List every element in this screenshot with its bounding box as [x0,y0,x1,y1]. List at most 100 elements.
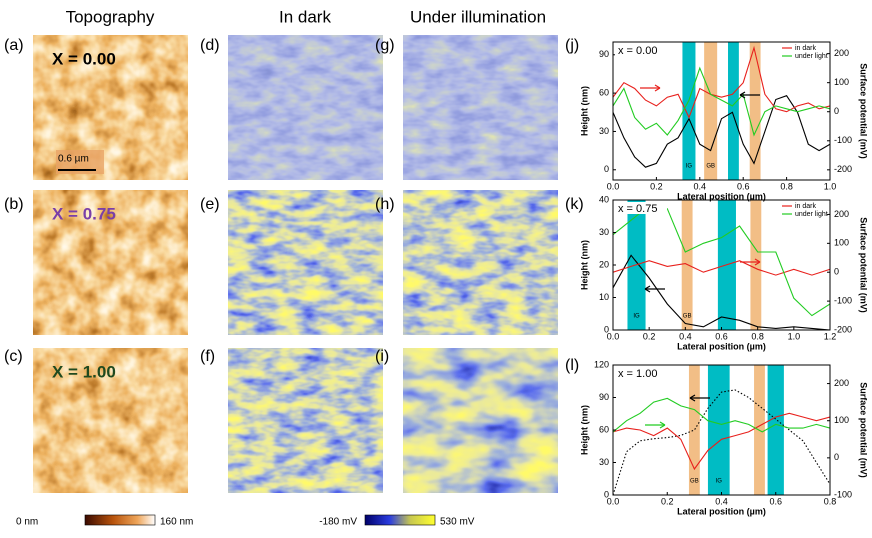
lines [613,389,830,495]
y2-tick-label: 100 [834,415,849,425]
colorbar [364,514,436,526]
composition-label: X = 0.00 [52,49,116,68]
annotation: x = 0.75 [618,203,657,215]
y2-tick-label: -200 [834,324,852,334]
y-tick-label: 0 [604,164,609,174]
x-tick-label: 0.8 [824,496,837,506]
y2-tick-label: -100 [834,489,852,499]
y2-tick-label: 0 [834,452,839,462]
micrograph [228,35,383,180]
panel-label: (e) [200,196,220,213]
panel-label: (h) [375,196,395,213]
colorbar-label: 0 nm [16,517,38,528]
x-tick-label: 0.2 [661,496,674,506]
panel-label: (l) [565,357,579,374]
lines [613,45,830,168]
series-line [613,389,830,495]
x-tick-label: 0.4 [715,496,728,506]
chart: IG GB 0.0 0.2 0.4 0.6 0.8 1.0 1.2 0 10 20 30 40 -200 -1… [579,194,868,351]
y-axis-label: Height (nm) [579,240,589,290]
x-tick-label: 0.6 [769,496,782,506]
column-header: Topography [66,7,155,26]
y-tick-label: 20 [599,259,609,269]
scale-bar-label: 0.6 µm [58,154,89,165]
micrograph [403,348,558,493]
series-line [613,260,830,276]
colorbar-label: -180 mV [319,517,357,528]
y-axis-label: Height (nm) [579,405,589,455]
band-label: IG [686,164,693,170]
axis-arrow-head [754,258,761,266]
composition-label: X = 0.75 [52,204,116,223]
x-tick-label: 1.0 [824,181,837,191]
legend-label: in dark [795,45,817,52]
boundary-band [767,365,784,495]
legend-label: under light [795,211,828,218]
micrograph [403,190,558,335]
y2-tick-label: 100 [834,77,849,87]
colorbar [84,514,156,526]
y-tick-label: 0 [604,489,609,499]
legend-label: in dark [795,203,817,210]
panel-label: (k) [565,196,584,213]
composition-label: X = 1.00 [52,362,116,381]
x-tick-label: 0.0 [607,181,620,191]
y2-tick-label: -200 [834,164,852,174]
y-tick-label: 30 [599,457,609,467]
colorbar-label: 530 mV [440,517,475,528]
y-tick-label: 90 [599,392,609,402]
series-line [613,95,830,168]
micrograph [403,35,558,180]
band-label: IG [716,479,723,485]
band-label: GB [706,164,715,170]
band-label: IG [633,314,640,320]
x-tick-label: 0.0 [607,331,620,341]
x-tick-label: 0.4 [679,331,692,341]
x-axis-label: Lateral position (µm) [677,191,766,201]
y2-tick-label: 200 [834,48,849,58]
y2-tick-label: 0 [834,267,839,277]
x-tick-label: 0.6 [715,331,728,341]
micrograph [33,190,188,335]
panel-label: (b) [4,196,24,213]
plot-frame [612,41,831,181]
y-tick-label: 30 [599,126,609,136]
annotation-bg [615,202,667,214]
panel-label: (i) [375,348,389,365]
panel-label: (g) [375,37,395,54]
series-line [613,412,830,471]
y-tick-label: 90 [599,49,609,59]
band-label: GB [683,314,692,320]
series-line [613,45,830,119]
chart: IG GB 0.0 0.2 0.4 0.6 0.8 1.0 0 30 60 90 -200 -100 0 10… [579,41,869,201]
axis-arrow-head [739,91,746,99]
y-tick-label: 40 [599,194,609,204]
series-line [613,66,830,137]
column-header: Under illumination [410,7,546,26]
y2-tick-label: 200 [834,209,849,219]
x-axis-label: Lateral position (µm) [677,506,766,516]
panel-label: (f) [200,348,215,365]
x-axis-label: Lateral position (µm) [677,341,766,351]
y-tick-label: 0 [604,324,609,334]
y2-tick-label: -100 [834,135,852,145]
y-tick-label: 60 [599,87,609,97]
y2-tick-label: -100 [834,295,852,305]
axis-arrow-head [644,285,651,293]
y-tick-label: 10 [599,292,609,302]
x-tick-label: 0.8 [751,331,764,341]
y2-axis-label: Surface potential (mV) [859,63,869,159]
y2-tick-label: 100 [834,238,849,248]
panel-label: (d) [200,37,220,54]
x-tick-label: 0.8 [780,181,793,191]
boundary-band [682,42,696,180]
x-tick-label: 1.0 [788,331,801,341]
micrograph [228,348,383,493]
annotation-bg [615,367,667,379]
x-tick-label: 1.2 [824,331,837,341]
x-tick-label: 0.2 [643,331,656,341]
y2-axis-label: Surface potential (mV) [859,217,869,313]
panel-label: (c) [4,348,23,365]
boundary-band [728,42,739,180]
